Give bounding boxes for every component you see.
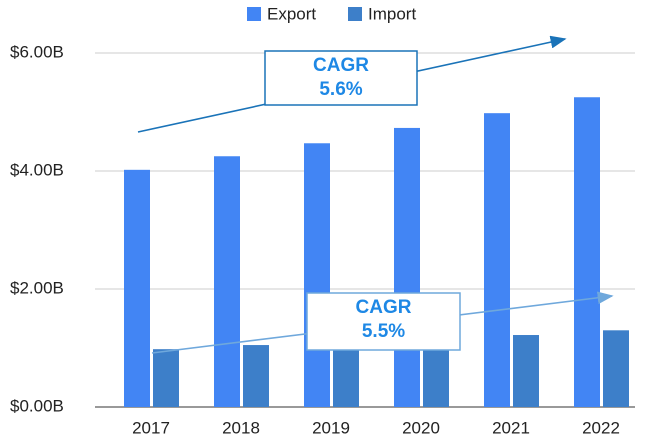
annotation-text: 5.5%: [362, 321, 405, 342]
legend-swatch: [348, 7, 362, 21]
annotation-text: CAGR: [356, 297, 412, 318]
bar: [484, 113, 510, 408]
x-tick-label: 2019: [312, 418, 350, 437]
bar: [304, 143, 330, 407]
y-tick-label: $6.00B: [10, 42, 64, 61]
x-tick-label: 2021: [492, 418, 530, 437]
annotation-text: 5.6%: [319, 79, 362, 100]
x-tick-label: 2020: [402, 418, 440, 437]
bar: [603, 330, 629, 407]
bar: [214, 156, 240, 407]
y-tick-label: $0.00B: [10, 396, 64, 415]
annotation-box: [264, 50, 418, 106]
legend-label: Export: [267, 4, 316, 23]
bar: [333, 342, 359, 407]
bar: [574, 97, 600, 407]
legend-swatch: [247, 7, 261, 21]
x-tick-label: 2018: [222, 418, 260, 437]
bar: [124, 169, 150, 407]
x-tick-label: 2017: [132, 418, 170, 437]
x-tick-label: 2022: [582, 418, 620, 437]
annotation-text: CAGR: [313, 55, 369, 76]
bar: [243, 345, 269, 407]
bar: [513, 335, 539, 407]
bar: [153, 349, 179, 407]
annotation-box: [306, 292, 461, 351]
y-tick-label: $4.00B: [10, 160, 64, 179]
y-tick-label: $2.00B: [10, 278, 64, 297]
bar: [394, 127, 420, 408]
legend-label: Import: [368, 4, 416, 23]
